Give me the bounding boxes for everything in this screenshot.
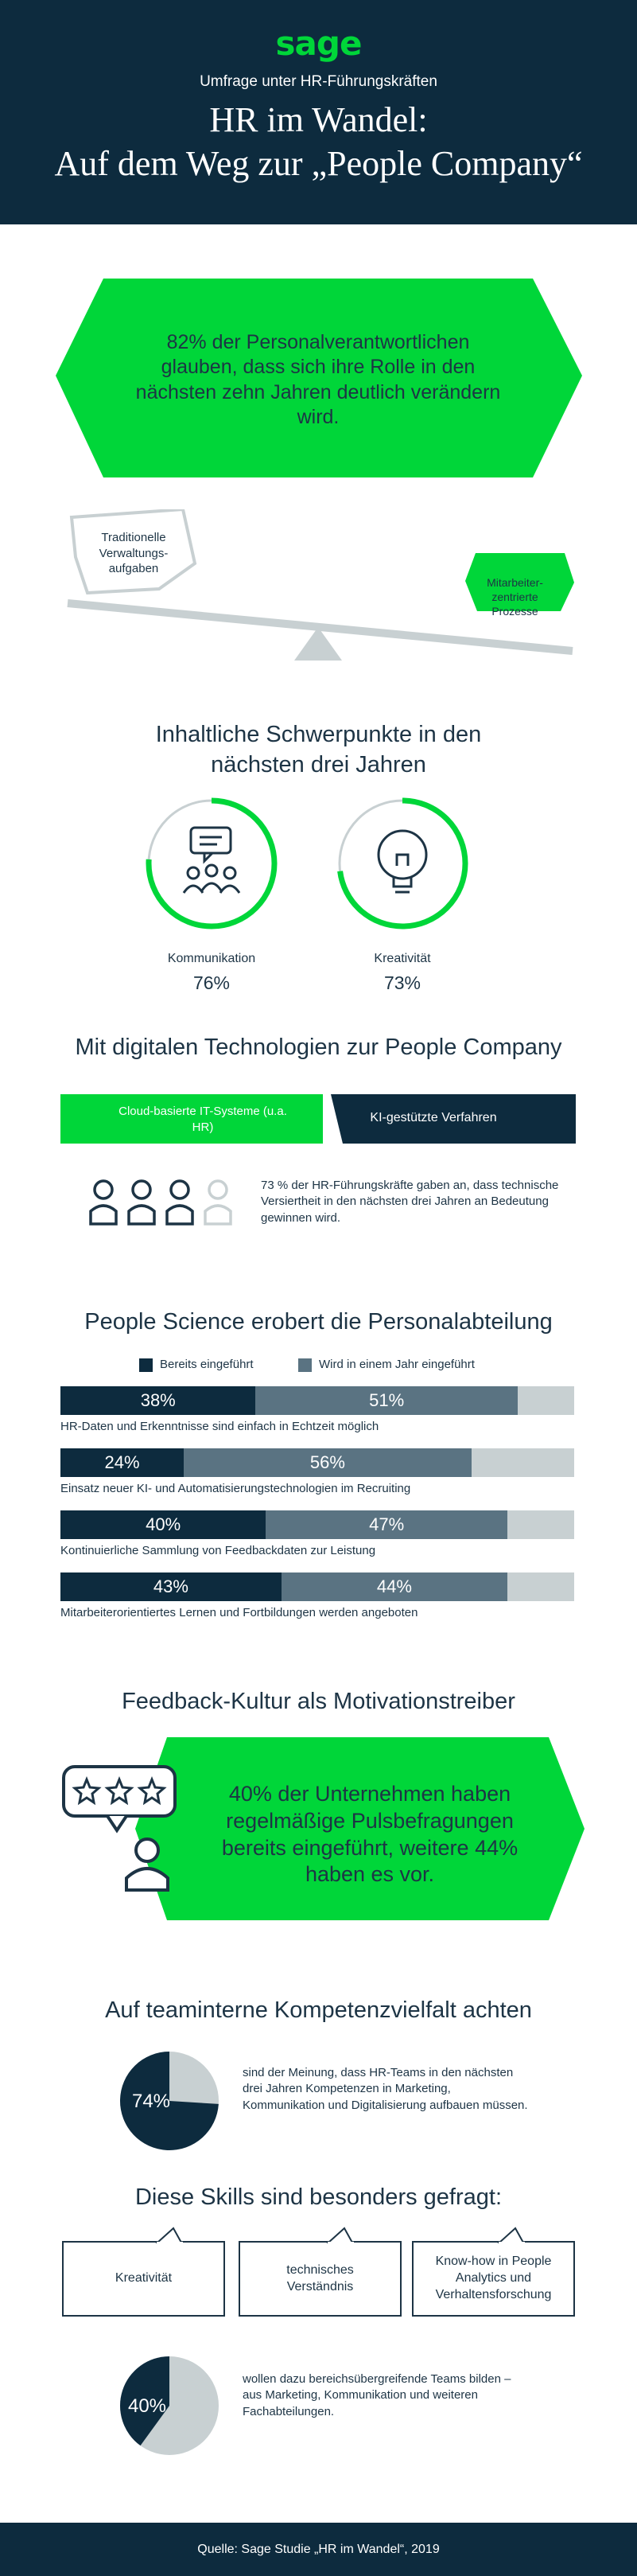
bar-year: 51%	[255, 1386, 518, 1415]
feedback-statement: 40% der Unternehmen haben regelmäßige Pu…	[221, 1782, 519, 1887]
bar-done: 38%	[60, 1386, 256, 1415]
kommunikation-value: 76%	[192, 972, 231, 993]
kommunikation-label: Kommunikation	[167, 952, 256, 965]
legend-done-label: Bereits eingeführt	[160, 1358, 254, 1371]
feedback-title: Feedback-Kultur als Motivationstreiber	[122, 1689, 515, 1714]
pie-74-text: sind der Meinung, dass HR-Teams in den n…	[243, 2066, 528, 2112]
skill-box-analytics: Know-how in People Analytics und Verhalt…	[412, 2241, 575, 2317]
legend-year-swatch	[298, 1358, 312, 1372]
competence-title: Auf teaminterne Kompetenzvielfalt achten	[105, 1997, 532, 2023]
kreativitaet-ring	[336, 797, 468, 929]
digital-banner	[60, 1094, 576, 1144]
digital-left-label: Cloud-basierte IT-Systeme (u.a. HR)	[118, 1105, 287, 1134]
header-subtitle: Umfrage unter HR-Führungskräften	[200, 73, 437, 90]
bar-label: Kontinuierliche Sammlung von Feedbackdat…	[60, 1544, 376, 1557]
kommunikation-ring	[146, 797, 278, 929]
bar-label: HR-Daten und Erkenntnisse sind einfach i…	[60, 1420, 379, 1433]
skills-title: Diese Skills sind besonders gefragt:	[134, 2184, 502, 2210]
people-speech-icon	[182, 826, 241, 894]
seesaw-graphic	[67, 509, 574, 661]
focus-title: Inhaltliche Schwerpunkte in den nächsten…	[155, 722, 482, 777]
sage-logo: sage	[275, 24, 363, 63]
bar-done: 24%	[60, 1448, 184, 1477]
bar-done: 43%	[60, 1572, 282, 1601]
pie-74-slice	[119, 2052, 219, 2150]
intro-green-shape	[56, 279, 582, 477]
security-text: 73 % der HR-Führungskräfte gaben an, das…	[261, 1179, 559, 1225]
science-bar-row: 38% 51%	[60, 1386, 574, 1415]
lightbulb-icon	[377, 829, 428, 894]
bar-year: 44%	[281, 1572, 507, 1601]
intro-statement: 82% der Personalverantwortlichen glauben…	[135, 331, 501, 428]
bar-year: 56%	[184, 1448, 472, 1477]
science-bar-row: 43% 44%	[60, 1572, 574, 1601]
science-title: People Science erobert die Personalabtei…	[84, 1309, 553, 1335]
kreativitaet-value: 73%	[383, 972, 421, 993]
bar-label: Mitarbeiterorientiertes Lernen und Fortb…	[60, 1606, 418, 1619]
pie-40-slice	[120, 2356, 169, 2446]
digital-right-label: KI-gestützte Verfahren	[370, 1111, 497, 1124]
pie-40-text: wollen dazu bereichsübergreifende Teams …	[243, 2372, 511, 2418]
footer-source: Quelle: Sage Studie „HR im Wandel“, 2019	[0, 2523, 637, 2576]
header-title-line1: HR im Wandel:	[209, 100, 428, 139]
legend-done-swatch	[139, 1358, 153, 1372]
seesaw-left-label: Traditionelle Verwaltungs-aufgaben	[99, 531, 169, 575]
digital-title: Mit digitalen Technologien zur People Co…	[75, 1035, 562, 1060]
skill-box-kreativitaet: Kreativität	[62, 2241, 225, 2317]
feedback-green-shape	[135, 1737, 585, 1920]
legend-year-label: Wird in einem Jahr eingeführt	[319, 1358, 475, 1371]
science-bar-row: 24% 56%	[60, 1448, 574, 1477]
header-title-line2: Auf dem Weg zur „People Company“	[54, 144, 583, 183]
pie-74	[119, 2052, 219, 2150]
pie-40	[120, 2356, 219, 2455]
seesaw-right-label: Mitarbeiter-zentrierte Prozesse	[487, 576, 543, 618]
bar-year: 47%	[266, 1510, 507, 1539]
skill-box-notches	[155, 2227, 525, 2244]
science-bar-row: 40% 47%	[60, 1510, 574, 1539]
skill-box-technik: technisches Verständnis	[239, 2241, 402, 2317]
feedback-person-icon	[62, 1765, 177, 1892]
pie-74-label: 74%	[131, 2091, 171, 2112]
bar-label: Einsatz neuer KI- und Automatisierungste…	[60, 1482, 411, 1495]
kreativitaet-label: Kreativität	[374, 952, 431, 965]
pie-40-label: 40%	[127, 2395, 167, 2417]
people-row-icon	[89, 1179, 232, 1226]
header-banner	[0, 0, 637, 224]
bar-done: 40%	[60, 1510, 266, 1539]
